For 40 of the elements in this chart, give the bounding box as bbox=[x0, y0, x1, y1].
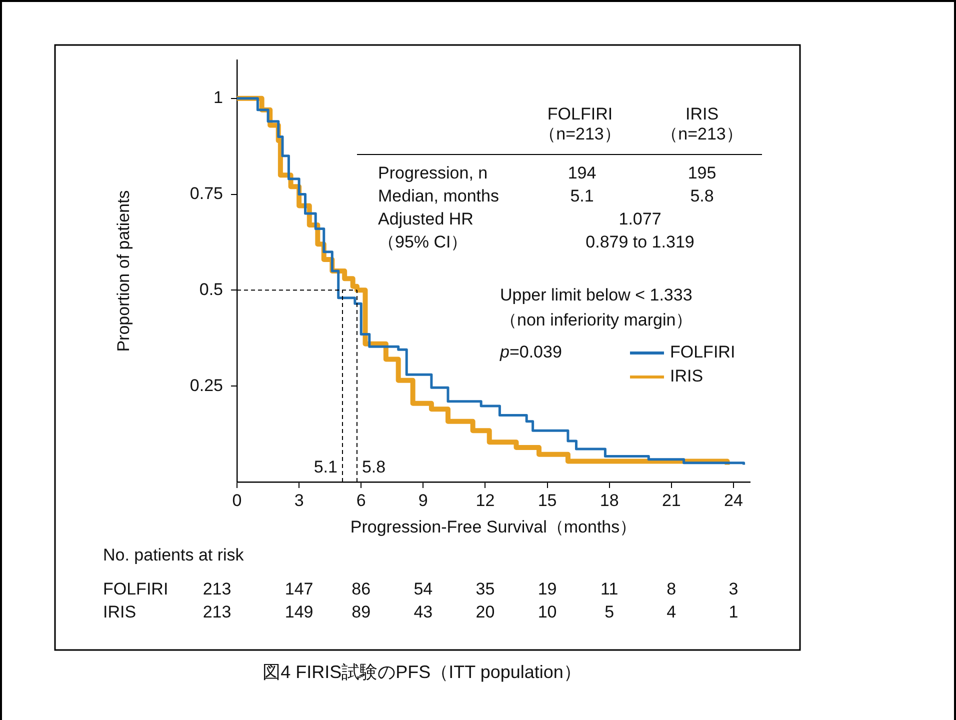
x-tick-label: 9 bbox=[418, 490, 428, 510]
x-tick-label: 0 bbox=[232, 490, 242, 510]
y-axis-title: Proportion of patients bbox=[114, 190, 133, 352]
annotation: （n=213） bbox=[539, 124, 621, 144]
annotation: 5.1 bbox=[570, 186, 594, 206]
text: 図4 FIRIS試験のPFS（ITT population） bbox=[262, 662, 582, 682]
y-tick-label: 0.75 bbox=[190, 184, 223, 203]
legend-label: FOLFIRI bbox=[670, 342, 736, 362]
annotation: 5.8 bbox=[690, 186, 714, 206]
annotation: Adjusted HR bbox=[378, 210, 474, 229]
x-tick-label: 15 bbox=[538, 490, 557, 510]
annotation: Progression, n bbox=[378, 164, 488, 183]
annotation: 195 bbox=[688, 164, 716, 183]
annotation: （non inferiority margin） bbox=[500, 310, 693, 330]
annotation: Upper limit below < 1.333 bbox=[500, 286, 692, 305]
text: No. patients at risk bbox=[103, 546, 244, 565]
text: IRIS 213 149 89 43 20 10 5 4 1 bbox=[103, 602, 738, 622]
x-tick-label: 3 bbox=[294, 490, 304, 510]
ref-line-label: 5.8 bbox=[362, 458, 386, 477]
y-tick-label: 0.25 bbox=[190, 376, 223, 395]
annotation: FOLFIRI bbox=[547, 104, 613, 124]
annotation: （95% CI） bbox=[378, 232, 468, 252]
annotation: 194 bbox=[568, 164, 596, 183]
annotation: 0.879 to 1.319 bbox=[586, 232, 694, 252]
annotation: 1.077 bbox=[618, 210, 662, 229]
y-tick-label: 1 bbox=[214, 88, 223, 108]
x-tick-label: 6 bbox=[356, 490, 366, 510]
x-tick-label: 12 bbox=[476, 490, 495, 510]
legend-label: IRIS bbox=[670, 366, 704, 386]
annotation: （n=213） bbox=[661, 124, 743, 144]
annotation: IRIS bbox=[685, 104, 719, 124]
x-tick-label: 18 bbox=[600, 490, 619, 510]
annotation: Median, months bbox=[378, 186, 499, 206]
text: FOLFIRI 213 147 86 54 35 19 11 8 3 bbox=[103, 580, 738, 599]
y-tick-label: 0.5 bbox=[199, 280, 223, 299]
annotation: p=0.039 bbox=[499, 342, 562, 362]
x-tick-label: 21 bbox=[662, 490, 681, 510]
x-tick-label: 24 bbox=[724, 490, 743, 510]
x-axis-title: Progression-Free Survival（months） bbox=[350, 517, 637, 536]
ref-line-label: 5.1 bbox=[314, 458, 338, 477]
